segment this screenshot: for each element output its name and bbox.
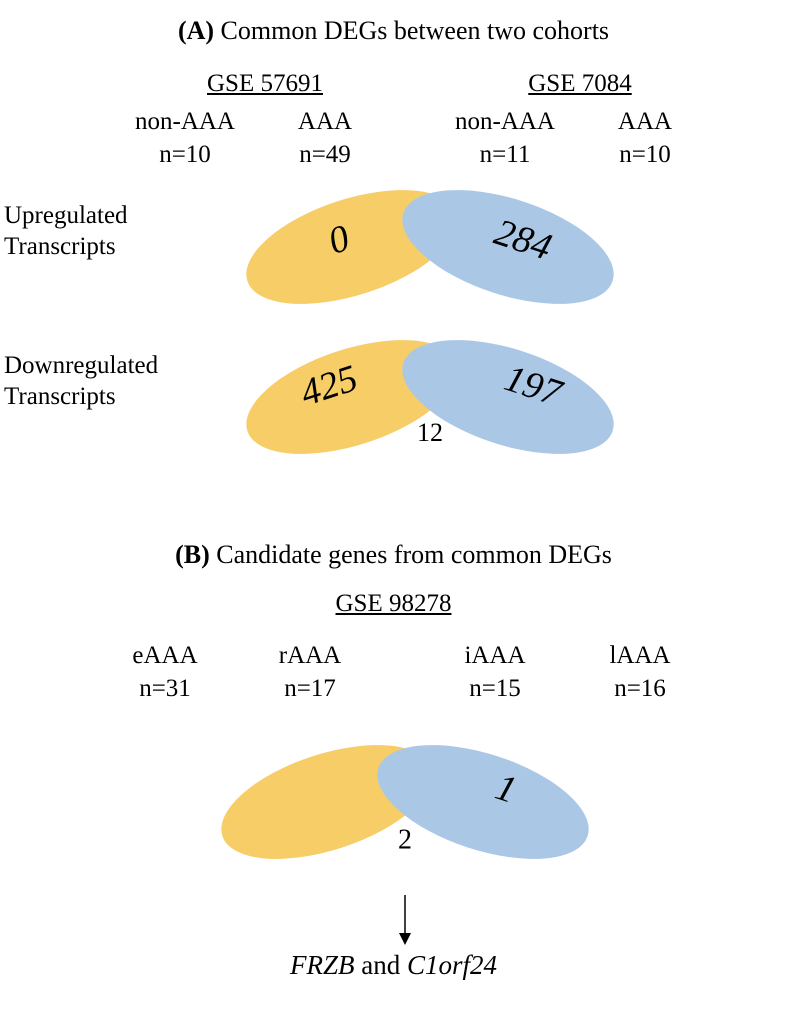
gene2: C1orf24 bbox=[407, 950, 497, 980]
cohort1-group2-n: n=49 bbox=[299, 141, 351, 168]
panel-b-prefix: (B) bbox=[175, 540, 210, 569]
panel-a-title: (A) Common DEGs between two cohorts bbox=[0, 16, 787, 46]
panel-a-title-text: Common DEGs between two cohorts bbox=[214, 16, 609, 45]
cohort2-group1-n: n=11 bbox=[480, 141, 531, 168]
venn-b-intersect-value: 2 bbox=[398, 824, 412, 855]
cohort2-group2-n: n=10 bbox=[619, 141, 671, 168]
panelB-group1: eAAA n=31 bbox=[110, 640, 220, 705]
panel-a-prefix: (A) bbox=[178, 16, 214, 45]
downregulated-label: DownregulatedTranscripts bbox=[4, 350, 158, 413]
panelB-group2-label: rAAA bbox=[279, 642, 342, 669]
cohort1-name: GSE 57691 bbox=[165, 70, 365, 98]
gene-mid: and bbox=[354, 950, 406, 980]
cohort1-group2-label: AAA bbox=[298, 108, 352, 135]
cohort2-group1: non-AAA n=11 bbox=[440, 106, 570, 171]
panelB-cohort-name: GSE 98278 bbox=[0, 590, 787, 618]
panelB-group4-label: lAAA bbox=[609, 642, 670, 669]
panelB-group4: lAAA n=16 bbox=[585, 640, 695, 705]
arrow-down-icon bbox=[398, 895, 412, 950]
cohort1-group1-label: non-AAA bbox=[135, 108, 235, 135]
panelB-group4-n: n=16 bbox=[614, 675, 666, 702]
panelB-group1-n: n=31 bbox=[139, 675, 191, 702]
venn-downregulated: 425 197 12 bbox=[200, 325, 660, 490]
cohort1-group1-n: n=10 bbox=[159, 141, 211, 168]
cohort2-name: GSE 7084 bbox=[480, 70, 680, 98]
venn-down-intersect-value: 12 bbox=[417, 418, 443, 447]
venn-b-right-ellipse bbox=[364, 722, 603, 881]
cohort2-group1-label: non-AAA bbox=[455, 108, 555, 135]
cohort1-group1: non-AAA n=10 bbox=[120, 106, 250, 171]
panelB-group2-n: n=17 bbox=[284, 675, 336, 702]
venn-panelB: 1 2 bbox=[175, 720, 635, 905]
gene-result-text: FRZB and C1orf24 bbox=[0, 950, 787, 981]
panelB-group2: rAAA n=17 bbox=[255, 640, 365, 705]
venn-upregulated: 0 284 bbox=[200, 175, 660, 330]
gene1: FRZB bbox=[290, 950, 355, 980]
panelB-group3-label: iAAA bbox=[464, 642, 525, 669]
cohort2-group2: AAA n=10 bbox=[590, 106, 700, 171]
panel-b-title-text: Candidate genes from common DEGs bbox=[210, 540, 612, 569]
panelB-group3-n: n=15 bbox=[469, 675, 521, 702]
cohort2-group2-label: AAA bbox=[618, 108, 672, 135]
panel-b-title: (B) Candidate genes from common DEGs bbox=[0, 540, 787, 570]
upregulated-label: UpregulatedTranscripts bbox=[4, 200, 128, 263]
cohort1-group2: AAA n=49 bbox=[270, 106, 380, 171]
panelB-group1-label: eAAA bbox=[132, 642, 197, 669]
panelB-group3: iAAA n=15 bbox=[440, 640, 550, 705]
